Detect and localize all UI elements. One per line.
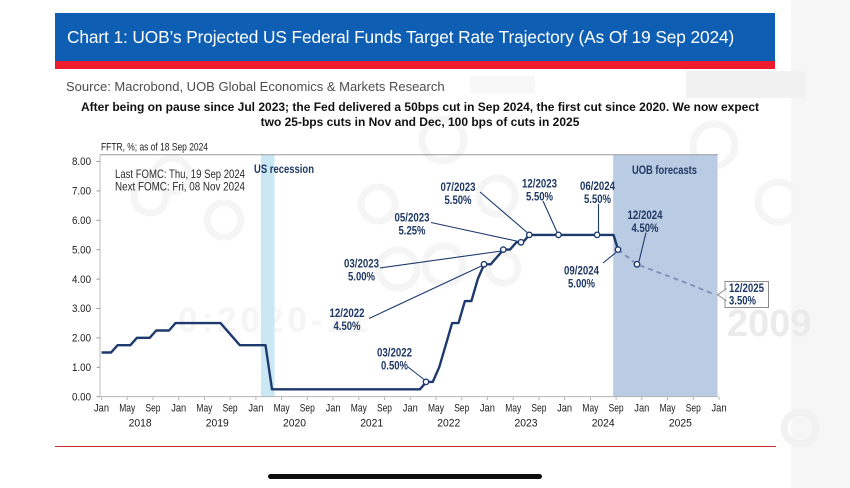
svg-text:03/2022: 03/2022 xyxy=(377,346,412,360)
svg-text:12/2024: 12/2024 xyxy=(628,208,663,222)
svg-text:US recession: US recession xyxy=(254,162,314,176)
svg-text:May: May xyxy=(505,403,521,415)
svg-text:UOB forecasts: UOB forecasts xyxy=(632,163,697,177)
svg-text:2024: 2024 xyxy=(592,418,615,430)
svg-text:Jan: Jan xyxy=(94,403,109,415)
svg-text:5.00%: 5.00% xyxy=(568,277,595,291)
svg-text:5.50%: 5.50% xyxy=(584,192,611,206)
svg-text:5.50%: 5.50% xyxy=(445,193,472,207)
svg-text:07/2023: 07/2023 xyxy=(441,180,476,194)
svg-text:2018: 2018 xyxy=(129,418,152,430)
svg-text:3.50%: 3.50% xyxy=(729,294,756,308)
svg-text:2019: 2019 xyxy=(206,418,229,430)
svg-text:4.50%: 4.50% xyxy=(632,221,659,235)
svg-text:06/2024: 06/2024 xyxy=(580,179,615,193)
svg-text:Jan: Jan xyxy=(171,403,186,415)
svg-text:May: May xyxy=(274,403,290,415)
svg-text:2021: 2021 xyxy=(360,418,383,430)
svg-text:05/2023: 05/2023 xyxy=(395,211,430,225)
svg-text:May: May xyxy=(428,403,444,415)
svg-text:1.00: 1.00 xyxy=(72,362,91,374)
svg-text:Jan: Jan xyxy=(403,403,418,415)
svg-text:Sep: Sep xyxy=(531,403,546,415)
svg-text:2.00: 2.00 xyxy=(72,333,91,345)
svg-text:09/2024: 09/2024 xyxy=(564,264,599,278)
svg-text:May: May xyxy=(351,403,367,415)
svg-text:2025: 2025 xyxy=(669,418,692,430)
svg-text:5.50%: 5.50% xyxy=(526,190,553,204)
svg-text:Sep: Sep xyxy=(686,403,701,415)
svg-text:Jan: Jan xyxy=(712,403,727,415)
svg-text:May: May xyxy=(660,403,676,415)
svg-text:Sep: Sep xyxy=(223,403,238,415)
svg-text:12/2025: 12/2025 xyxy=(729,281,764,295)
svg-text:2023: 2023 xyxy=(515,418,538,430)
svg-text:Jan: Jan xyxy=(248,403,263,415)
svg-text:5.00%: 5.00% xyxy=(348,270,375,284)
svg-text:7.00: 7.00 xyxy=(72,186,91,198)
svg-text:FFTR, %; as of 18 Sep 2024: FFTR, %; as of 18 Sep 2024 xyxy=(101,142,208,154)
svg-text:Jan: Jan xyxy=(634,403,649,415)
svg-text:03/2023: 03/2023 xyxy=(344,257,379,271)
svg-text:12/2022: 12/2022 xyxy=(330,306,365,320)
svg-text:Sep: Sep xyxy=(377,403,392,415)
svg-text:Sep: Sep xyxy=(300,403,315,415)
svg-text:2022: 2022 xyxy=(437,418,460,430)
svg-text:5.25%: 5.25% xyxy=(399,224,426,238)
svg-text:Jan: Jan xyxy=(557,403,572,415)
svg-text:5.00: 5.00 xyxy=(72,244,91,256)
svg-text:May: May xyxy=(196,403,212,415)
svg-text:Sep: Sep xyxy=(146,403,161,415)
svg-text:2009: 2009 xyxy=(727,303,812,345)
svg-text:May: May xyxy=(582,403,598,415)
svg-text:Sep: Sep xyxy=(609,403,624,415)
svg-text:0.50%: 0.50% xyxy=(381,359,408,373)
svg-text:Last FOMC: Thu, 19 Sep 2024: Last FOMC: Thu, 19 Sep 2024 xyxy=(115,167,245,181)
svg-text:Jan: Jan xyxy=(326,403,341,415)
svg-text:4.00: 4.00 xyxy=(72,274,91,286)
svg-text:6.00: 6.00 xyxy=(72,215,91,227)
svg-text:May: May xyxy=(119,403,135,415)
svg-text:Sep: Sep xyxy=(454,403,469,415)
svg-text:0.00: 0.00 xyxy=(72,391,91,403)
svg-text:8.00: 8.00 xyxy=(72,156,91,168)
svg-text:3.00: 3.00 xyxy=(72,303,91,315)
svg-text:Next FOMC: Fri, 08 Nov 2024: Next FOMC: Fri, 08 Nov 2024 xyxy=(115,180,245,194)
svg-text:2020: 2020 xyxy=(283,418,306,430)
svg-text:4.50%: 4.50% xyxy=(334,319,361,333)
svg-text:Jan: Jan xyxy=(480,403,495,415)
svg-text:12/2023: 12/2023 xyxy=(522,177,557,191)
